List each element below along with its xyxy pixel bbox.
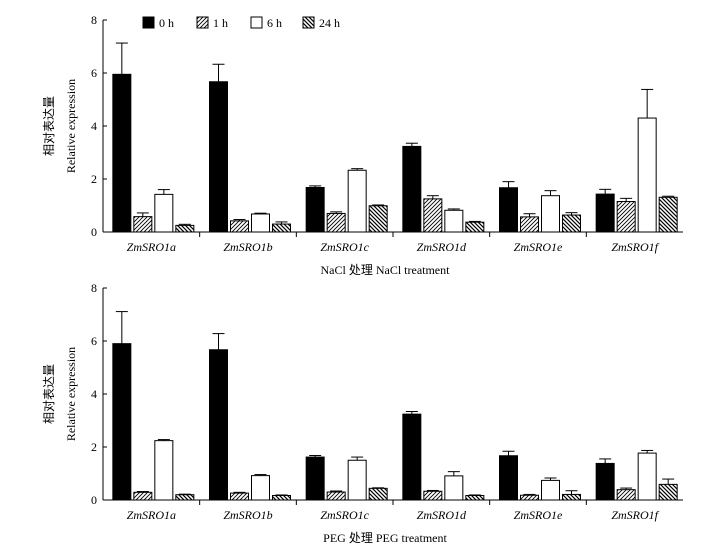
bar — [251, 475, 270, 501]
x-tick-label: ZmSRO1f — [611, 508, 659, 522]
y-tick-label: 0 — [91, 493, 97, 507]
bar — [520, 494, 539, 501]
x-tick-label: ZmSRO1d — [417, 508, 467, 522]
legend-label: 0 h — [159, 16, 174, 30]
bar — [326, 212, 346, 233]
legend-label: 6 h — [267, 16, 282, 30]
y-tick-label: 2 — [91, 440, 97, 454]
bar — [637, 117, 657, 233]
bar — [154, 193, 174, 233]
bar — [402, 145, 422, 233]
bar — [637, 452, 657, 501]
legend-item: 24 h — [302, 16, 340, 30]
legend-swatch — [302, 16, 315, 29]
y-axis-label: Relative expression — [64, 79, 78, 173]
bar — [230, 492, 249, 501]
bar — [520, 216, 539, 233]
bar — [616, 201, 636, 233]
x-axis-title: PEG 处理 PEG treatment — [323, 531, 447, 545]
legend-swatch — [196, 16, 209, 29]
bar — [562, 493, 581, 501]
y-axis-label-cn: 相对表达量 — [42, 96, 56, 156]
bar — [251, 213, 270, 233]
bar — [444, 209, 464, 233]
y-tick-label: 2 — [91, 172, 97, 186]
bar — [133, 216, 153, 233]
bar — [209, 81, 228, 233]
legend-item: 1 h — [196, 16, 228, 30]
bar — [562, 214, 581, 233]
y-tick-label: 6 — [91, 334, 97, 348]
legend-label: 1 h — [213, 16, 228, 30]
bar — [154, 440, 174, 501]
y-tick-label: 8 — [91, 281, 97, 295]
legend-item: 0 h — [142, 16, 174, 30]
bar — [595, 462, 615, 501]
x-tick-label: ZmSRO1e — [514, 240, 563, 254]
bar — [499, 455, 518, 501]
y-axis-label-cn: 相对表达量 — [42, 364, 56, 424]
bar — [230, 220, 249, 233]
bar — [326, 491, 346, 501]
bar — [402, 413, 422, 501]
bar — [616, 489, 636, 501]
legend-swatch — [142, 16, 155, 29]
bar — [423, 490, 443, 501]
bar — [541, 479, 560, 501]
y-tick-label: 0 — [91, 225, 97, 239]
legend-label: 24 h — [319, 16, 340, 30]
x-tick-label: ZmSRO1a — [127, 508, 176, 522]
x-tick-label: ZmSRO1a — [127, 240, 176, 254]
bar — [541, 195, 560, 233]
bar — [209, 349, 228, 501]
bar — [499, 187, 518, 233]
x-tick-label: ZmSRO1f — [611, 240, 659, 254]
bar — [368, 205, 388, 233]
x-tick-label: ZmSRO1c — [320, 508, 369, 522]
x-tick-label: ZmSRO1b — [223, 508, 272, 522]
bar — [272, 223, 291, 233]
peg-panel: 0 2 4 6 8 相对表达量 Relative expression ZmSRO1a ZmSR… — [42, 281, 683, 545]
bar — [658, 483, 678, 501]
x-tick-label: ZmSRO1c — [320, 240, 369, 254]
y-tick-label: 8 — [91, 13, 97, 27]
bar — [133, 491, 153, 501]
bar — [595, 193, 615, 233]
x-tick-label: ZmSRO1d — [417, 240, 467, 254]
bar — [347, 459, 367, 501]
bar — [423, 198, 443, 233]
legend: 0 h 1 h 6 h 24 h — [142, 16, 340, 30]
bar — [347, 169, 367, 233]
bar — [465, 221, 485, 233]
bar — [305, 456, 325, 501]
legend-swatch — [250, 16, 263, 29]
bar — [444, 475, 464, 501]
y-tick-label: 4 — [91, 387, 97, 401]
x-tick-label: ZmSRO1b — [223, 240, 272, 254]
nacl-panel: 0 2 4 6 8 相对表达量 Relative expression ZmSRO1a ZmSR… — [42, 13, 683, 277]
bar — [658, 196, 678, 233]
x-tick-label: ZmSRO1e — [514, 508, 563, 522]
bar — [305, 186, 325, 233]
bar — [272, 494, 291, 501]
bar — [112, 343, 132, 501]
legend-item: 6 h — [250, 16, 282, 30]
y-tick-label: 4 — [91, 119, 97, 133]
y-tick-label: 6 — [91, 66, 97, 80]
bar — [112, 73, 132, 233]
x-axis-title: NaCl 处理 NaCl treatment — [321, 263, 451, 277]
bar — [368, 487, 388, 501]
bar — [175, 494, 195, 501]
y-axis-label: Relative expression — [64, 347, 78, 441]
bar — [465, 494, 485, 501]
bar — [175, 224, 195, 233]
